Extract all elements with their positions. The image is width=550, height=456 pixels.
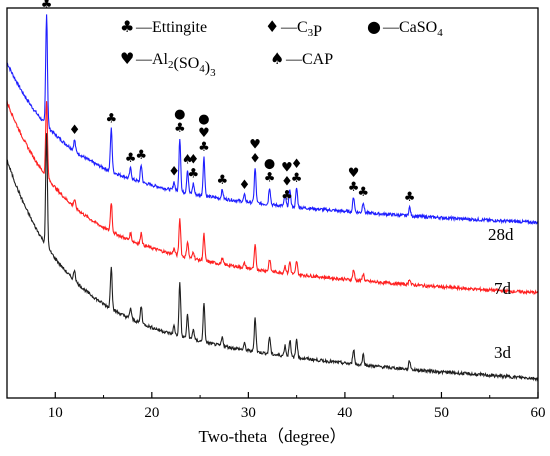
series-label-7d: 7d — [494, 279, 512, 298]
peak-marker-icon: ♦ — [249, 152, 261, 167]
legend: ♣ —Ettingite ♦ —C3P ● —CaSO4 ♥ —Al2(SO4)3 ♠ —CAP — [120, 17, 443, 79]
legend-symbol-icon: ♦ — [265, 17, 279, 36]
series-line-28d — [6, 14, 539, 226]
series-line-7d — [6, 100, 539, 296]
peak-marker-icon: ♣ — [198, 140, 210, 155]
legend-item-caso4: ● —CaSO4 — [367, 17, 443, 39]
peak-marker-icon: ♦ — [239, 178, 251, 193]
peak-marker-icon: ♣ — [174, 121, 186, 136]
peak-marker-icon: ♦ — [188, 152, 200, 167]
peak-marker-icon: ♦ — [291, 157, 303, 172]
series-label-3d: 3d — [494, 343, 512, 362]
legend-item-c3p: ♦ —C3P — [265, 17, 322, 40]
legend-item-cap: ♠ —CAP — [270, 49, 333, 68]
x-tick-label: 20 — [144, 405, 159, 421]
peak-marker-icon: ♣ — [264, 170, 276, 185]
legend-label: —C3P — [280, 19, 322, 40]
peak-marker-icon: ♣ — [357, 185, 369, 200]
peak-marker-icon: ♣ — [125, 151, 137, 166]
legend-label: —CaSO4 — [382, 19, 443, 39]
legend-symbol-icon: ● — [367, 17, 381, 36]
x-tick-label: 40 — [337, 405, 352, 421]
x-tick-label: 50 — [434, 405, 449, 421]
peak-marker-icon: ♥ — [281, 160, 293, 175]
x-tick-label: 30 — [241, 405, 256, 421]
plot-frame — [6, 7, 539, 399]
peak-markers: ♣♦♣♣♣♦♣●♠♣♦♣♥●♣ ♦♦♥♣●♣♦♥♣♦♣♥♣ ♣ — [41, 0, 416, 205]
peak-marker-icon: ● — [174, 107, 185, 122]
x-axis-title: Two-theta（degree） — [199, 427, 347, 446]
series-line-3d — [6, 133, 539, 382]
legend-label: —Ettingite — [135, 19, 207, 36]
peak-marker-icon: ♥ — [249, 138, 261, 153]
series-labels: 28d 7d 3d — [488, 225, 514, 362]
legend-symbol-icon: ♥ — [120, 49, 134, 68]
peak-marker-icon: ● — [198, 112, 209, 127]
peak-marker-icon: ♣ — [188, 166, 200, 181]
legend-item-al2so43: ♥ —Al2(SO4)3 — [120, 49, 216, 79]
peak-marker-icon: ♣ — [281, 188, 293, 203]
x-tick-label: 60 — [531, 405, 546, 421]
peak-marker-icon: ♦ — [281, 174, 293, 189]
peak-marker-icon: ♣ — [135, 148, 147, 163]
peak-marker-icon: ● — [264, 156, 275, 171]
peak-marker-icon: ♣ — [291, 171, 303, 186]
legend-symbol-icon: ♣ — [120, 17, 134, 36]
series-layer — [6, 14, 539, 382]
peak-marker-icon: ♣ — [404, 190, 416, 205]
peak-marker-icon: ♥ — [348, 166, 360, 181]
peak-marker-icon: ♦ — [69, 123, 81, 138]
peak-marker-icon: ♣ — [41, 0, 53, 12]
peak-marker-icon: ♣ — [216, 173, 228, 188]
legend-symbol-icon: ♠ — [270, 49, 284, 68]
peak-marker-icon: ♣ — [348, 180, 360, 195]
series-label-28d: 28d — [488, 225, 514, 244]
legend-label: —CAP — [285, 51, 333, 68]
peak-marker-icon: ♦ — [168, 165, 180, 180]
legend-label: —Al2(SO4)3 — [135, 51, 216, 79]
peak-marker-icon: ♥ — [198, 126, 210, 141]
legend-item-ettingite: ♣ —Ettingite — [120, 17, 207, 36]
peak-marker-icon: ♣ — [105, 112, 117, 127]
peak-marker-icon: ♠ — [182, 152, 194, 167]
x-axis: 10 20 30 40 50 60 — [6, 392, 546, 421]
x-tick-label: 10 — [48, 405, 63, 421]
